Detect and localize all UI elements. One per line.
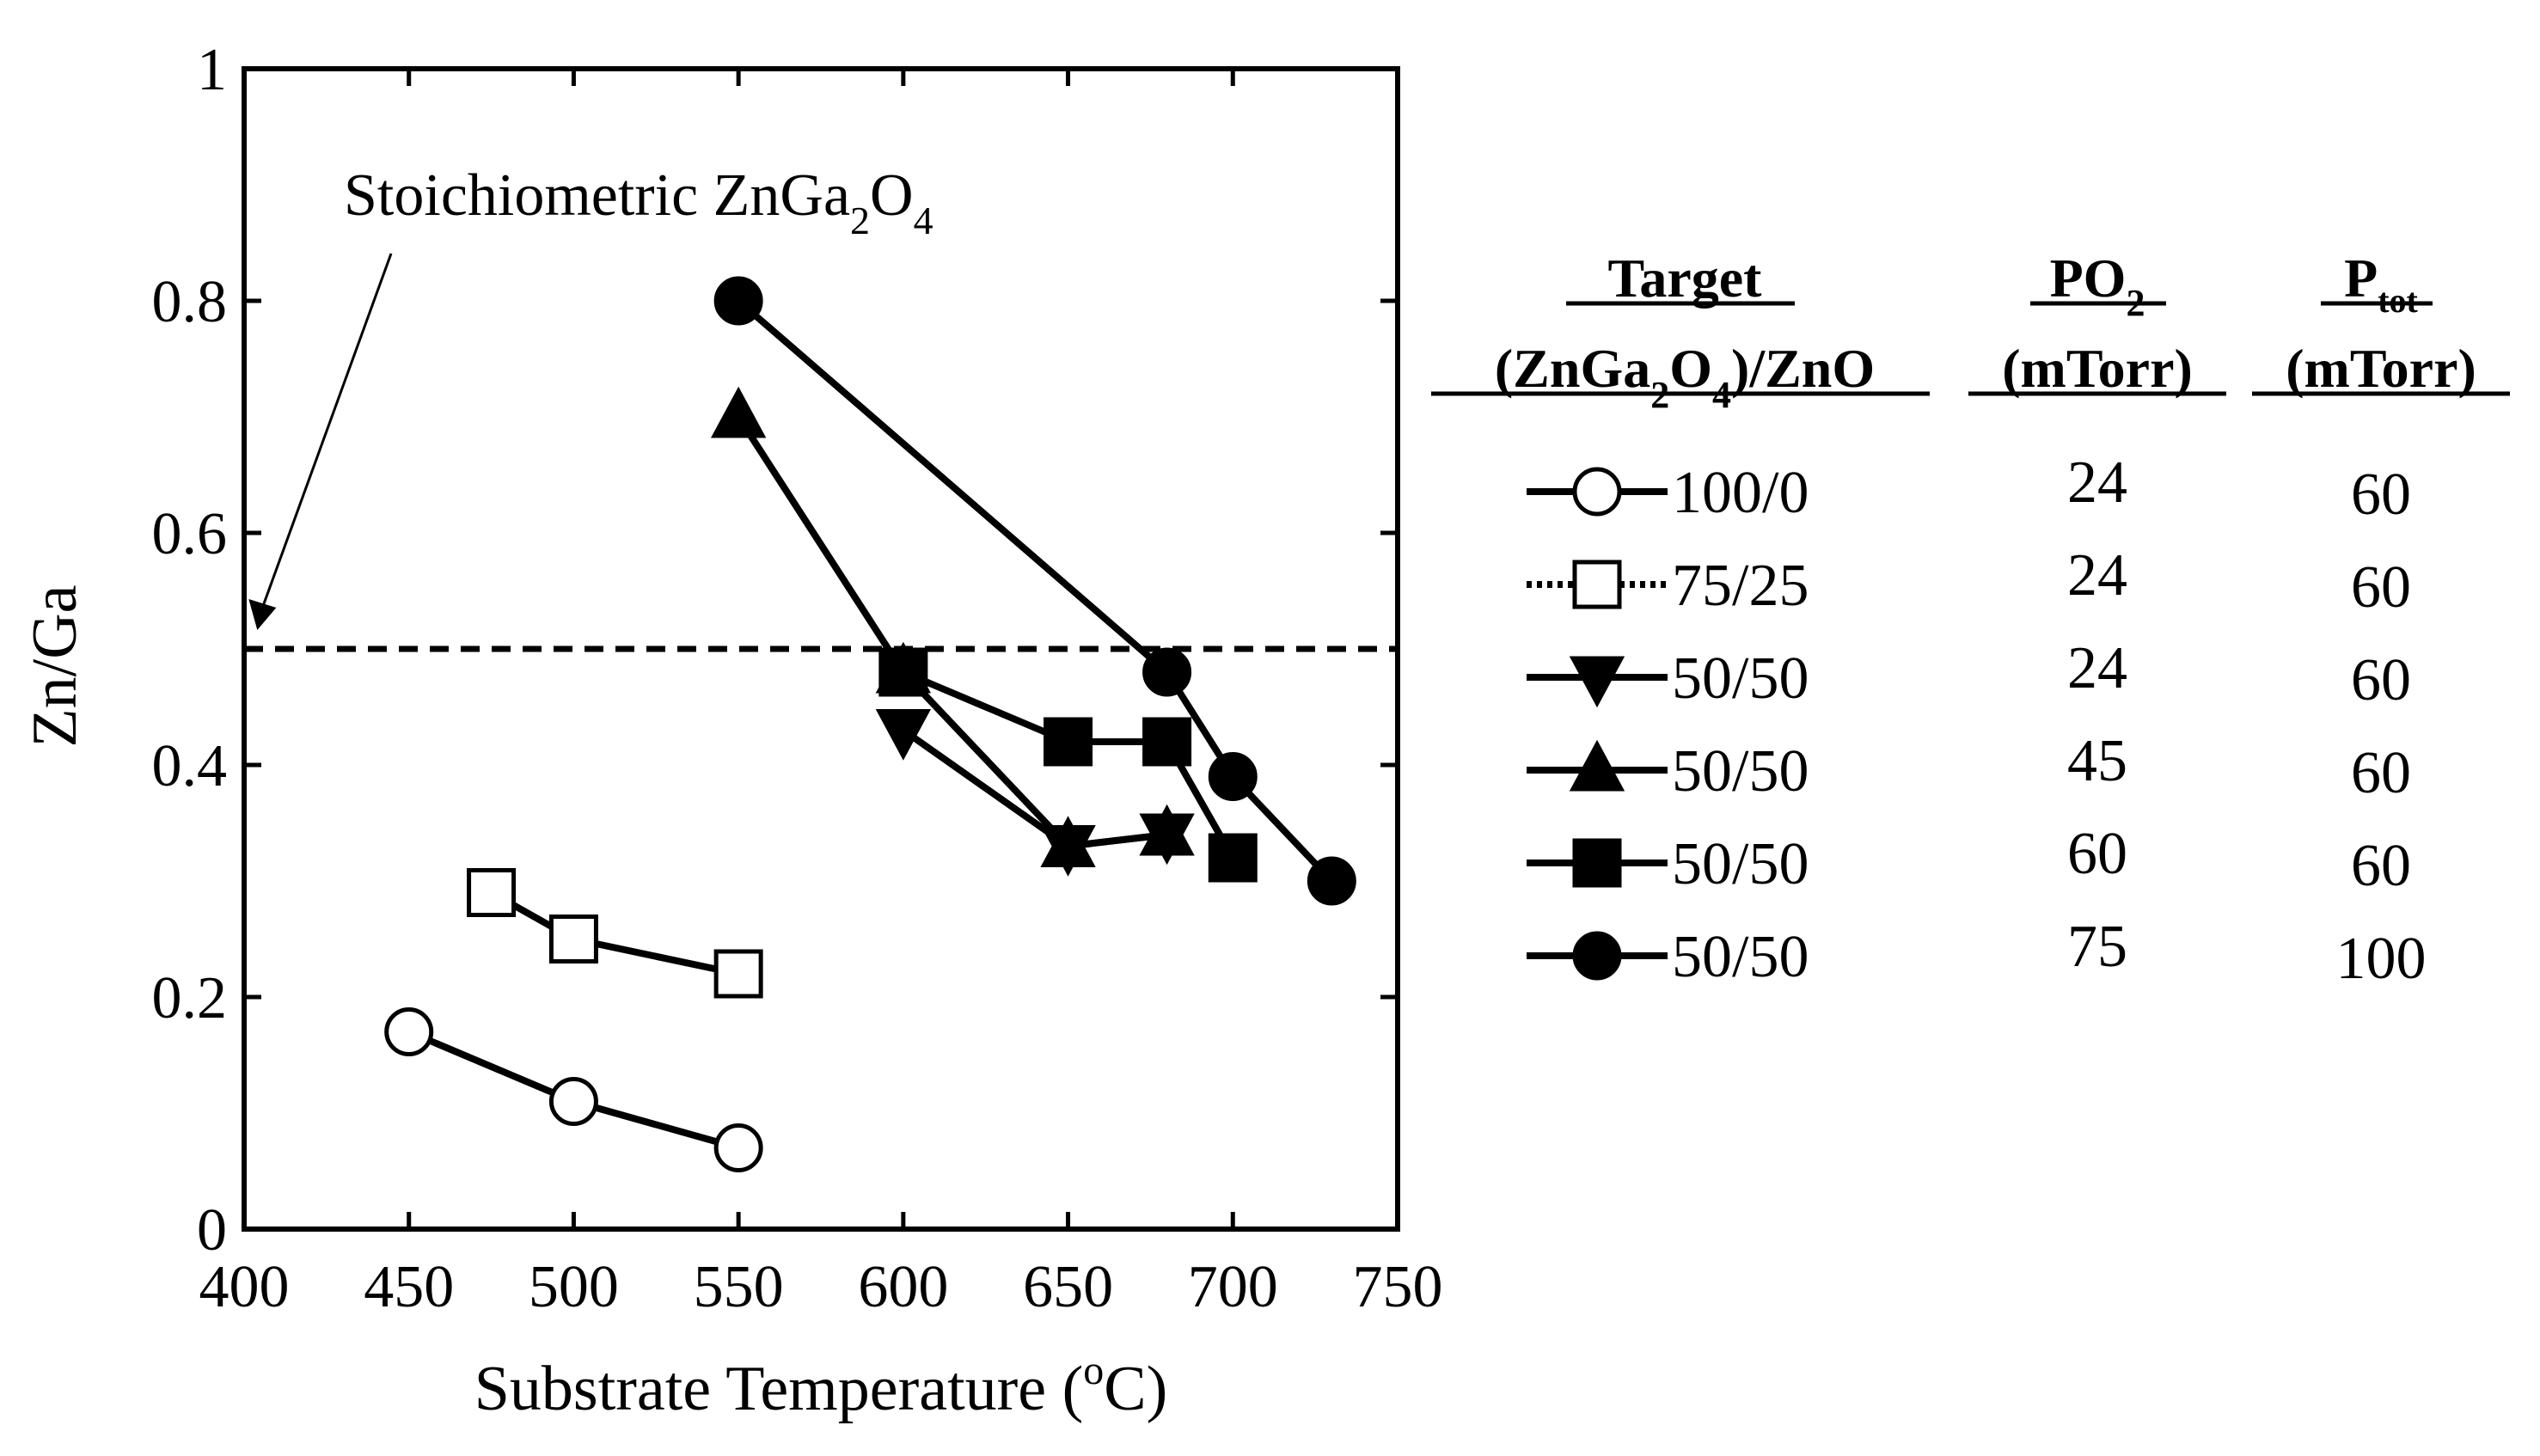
y-axis-title: Zn/Ga bbox=[20, 584, 90, 747]
annot-mid: O bbox=[870, 162, 914, 229]
y-tick-label: 0.8 bbox=[152, 269, 228, 335]
legend-header-target: Target bbox=[1608, 248, 1763, 309]
series-line-2 bbox=[489, 890, 739, 977]
data-point-2-1 bbox=[467, 868, 517, 917]
y-tick-label: 0.6 bbox=[152, 501, 228, 567]
data-point-4-3 bbox=[1040, 816, 1096, 867]
legend-po2-2: 24 bbox=[2067, 542, 2127, 609]
lh-b: O bbox=[1669, 338, 1712, 399]
legend-po2-3: 24 bbox=[2067, 635, 2127, 701]
data-point-1-3 bbox=[713, 1123, 763, 1172]
series-line-3 bbox=[901, 727, 1168, 850]
legend-label-4: 50/50 bbox=[1672, 738, 1809, 804]
legend-marker-4 bbox=[1569, 739, 1625, 792]
y-tick-label: 0 bbox=[197, 1197, 227, 1263]
annot-main: Stoichiometric ZnGa bbox=[344, 162, 850, 229]
legend-header-po2-unit: (mTorr) bbox=[2002, 338, 2193, 399]
legend-marker-2 bbox=[1572, 560, 1622, 609]
data-point-3-1 bbox=[875, 709, 932, 761]
legend-marker-1 bbox=[1572, 467, 1622, 517]
legend-ptot-3: 60 bbox=[2351, 647, 2411, 713]
legend-header-ptot-unit: (mTorr) bbox=[2286, 338, 2476, 399]
data-point-4-4 bbox=[1139, 804, 1195, 856]
data-point-1-2 bbox=[548, 1077, 598, 1126]
data-point-6-3 bbox=[1208, 752, 1258, 801]
legend-po2-4: 45 bbox=[2067, 728, 2127, 794]
x-tick-label: 650 bbox=[1023, 1254, 1113, 1320]
series-line-5 bbox=[902, 669, 1236, 860]
annot-sub1: 2 bbox=[850, 199, 870, 242]
lh-ptot-sub: tot bbox=[2378, 281, 2418, 320]
legend-header-po2: PO2 bbox=[2050, 248, 2145, 324]
y-tick-label: 0.4 bbox=[152, 733, 228, 799]
series-line-4 bbox=[735, 414, 1168, 850]
data-point-1-1 bbox=[384, 1007, 434, 1056]
annotation: Stoichiometric ZnGa2O4 bbox=[248, 162, 933, 630]
legend-ptot-1: 60 bbox=[2351, 462, 2411, 528]
series-line-6 bbox=[736, 297, 1335, 884]
x-tick-label: 400 bbox=[199, 1254, 290, 1320]
data-point-6-1 bbox=[713, 276, 763, 326]
legend-header-ptot: Ptot bbox=[2344, 248, 2418, 320]
x-tick-label: 600 bbox=[858, 1254, 948, 1320]
legend-marker-5 bbox=[1572, 838, 1622, 888]
axes: 400 450 500 550 600 650 700 750 0 0.2 0.4 0.6 0.8 1 Su… bbox=[20, 37, 1443, 1424]
legend-marker-3 bbox=[1569, 656, 1625, 708]
stoichiometric-label: Stoichiometric ZnGa2O4 bbox=[344, 162, 933, 242]
legend-header-composition: (ZnGa2O4)/ZnO bbox=[1495, 338, 1875, 416]
x-tick-label: 750 bbox=[1353, 1254, 1443, 1320]
lh-ptot-main: P bbox=[2344, 248, 2378, 309]
x-axis-title-tail: C) bbox=[1104, 1354, 1167, 1424]
data-point-5-3 bbox=[1142, 717, 1192, 767]
legend-label-5: 50/50 bbox=[1672, 831, 1809, 897]
legend-marker-6 bbox=[1572, 931, 1622, 981]
annot-sub2: 4 bbox=[914, 199, 933, 242]
legend-po2-5: 60 bbox=[2067, 821, 2127, 887]
data-point-2-2 bbox=[548, 915, 598, 964]
legend-label-2: 75/25 bbox=[1672, 553, 1809, 619]
x-tick-label: 450 bbox=[364, 1254, 454, 1320]
y-tick-label: 0.2 bbox=[152, 965, 228, 1031]
data-point-6-4 bbox=[1307, 856, 1356, 906]
y-tick-label: 1 bbox=[197, 37, 227, 103]
plot-area bbox=[244, 276, 1398, 1172]
x-tick-label: 500 bbox=[529, 1254, 619, 1320]
x-axis-title-main: Substrate Temperature ( bbox=[474, 1354, 1084, 1424]
x-tick-label: 700 bbox=[1188, 1254, 1278, 1320]
plot-frame bbox=[242, 66, 1400, 1232]
legend-label-1: 100/0 bbox=[1672, 460, 1809, 526]
legend-po2-1: 24 bbox=[2067, 450, 2127, 516]
lh-a: (ZnGa bbox=[1495, 338, 1650, 399]
legend: Target (ZnGa2O4)/ZnO PO2 (mTorr) Ptot (mTorr)… bbox=[1431, 248, 2510, 992]
data-point-5-1 bbox=[878, 647, 928, 697]
x-tick-label: 550 bbox=[694, 1254, 784, 1320]
data-point-5-4 bbox=[1208, 833, 1258, 883]
lh-c: )/ZnO bbox=[1731, 338, 1875, 399]
legend-ptot-5: 60 bbox=[2351, 833, 2411, 899]
annotation-arrow-shaft bbox=[260, 253, 393, 609]
legend-label-3: 50/50 bbox=[1672, 645, 1809, 712]
data-point-5-2 bbox=[1044, 717, 1093, 767]
x-axis-title-sup: o bbox=[1083, 1348, 1104, 1393]
lh-po2-main: PO bbox=[2050, 248, 2127, 309]
x-axis-title: Substrate Temperature (oC) bbox=[474, 1348, 1168, 1424]
annotation-arrowhead bbox=[248, 599, 277, 630]
legend-ptot-2: 60 bbox=[2351, 554, 2411, 621]
legend-label-6: 50/50 bbox=[1672, 924, 1809, 990]
legend-po2-6: 75 bbox=[2067, 914, 2127, 980]
data-point-4-1 bbox=[710, 386, 767, 438]
legend-ptot-4: 60 bbox=[2351, 740, 2411, 806]
data-point-2-3 bbox=[713, 949, 763, 999]
data-point-6-2 bbox=[1142, 647, 1192, 697]
legend-ptot-6: 100 bbox=[2336, 926, 2427, 992]
